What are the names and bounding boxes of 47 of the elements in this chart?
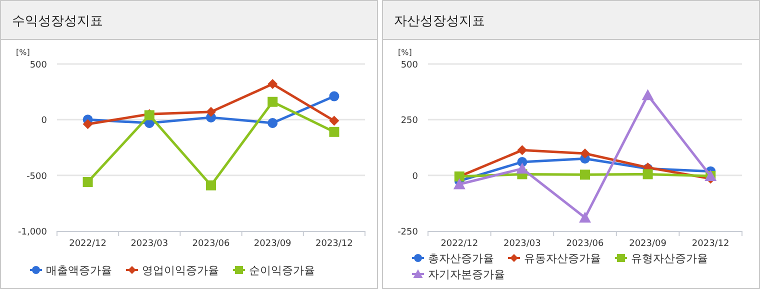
- chart-title: 자산성장성지표: [394, 14, 485, 29]
- point: [268, 79, 278, 90]
- y-tick-label: 500: [400, 60, 418, 70]
- point: [206, 180, 216, 190]
- x-tick-label: 2023/09: [254, 239, 292, 249]
- x-tick-label: 2023/03: [130, 239, 168, 249]
- point: [580, 148, 590, 159]
- legend-label: 총자산증가율: [428, 252, 494, 265]
- y-tick-label: -250: [398, 228, 418, 238]
- point: [642, 89, 654, 100]
- x-tick-label: 2023/12: [316, 239, 353, 249]
- legend-label: 매출액증가율: [46, 264, 112, 277]
- point: [517, 145, 528, 156]
- legend-label: 순이익증가율: [249, 264, 315, 277]
- point: [580, 170, 590, 180]
- point: [329, 116, 340, 126]
- x-tick-label: 2022/12: [440, 239, 478, 249]
- point: [453, 178, 466, 190]
- point: [268, 96, 278, 107]
- chart-title: 수익성장성지표: [12, 14, 103, 29]
- x-tick-label: 2023/06: [566, 239, 604, 249]
- x-tick-label: 2023/09: [629, 239, 667, 249]
- y-tick-label: 500: [30, 60, 48, 70]
- legend-label: 영업이익증가율: [142, 264, 219, 277]
- x-tick-label: 2022/12: [69, 239, 106, 249]
- y-tick-label: 250: [400, 116, 418, 126]
- y-tick-label: -1,000: [18, 228, 48, 238]
- point: [82, 119, 93, 130]
- point: [516, 162, 528, 174]
- y-axis-title: [%]: [398, 48, 412, 57]
- legend-label: 유동자산증가율: [524, 252, 601, 265]
- point: [329, 91, 340, 102]
- y-axis-title: [%]: [16, 48, 30, 57]
- y-tick-label: 0: [41, 116, 48, 126]
- y-tick-label: -500: [26, 172, 48, 182]
- y-tick-label: 0: [412, 172, 418, 182]
- legend-label: 유형자산증가율: [631, 252, 708, 265]
- point: [206, 106, 216, 117]
- x-tick-label: 2023/03: [504, 239, 541, 249]
- point: [268, 118, 278, 128]
- x-tick-label: 2023/12: [692, 239, 730, 249]
- point: [642, 169, 653, 180]
- x-tick-label: 2023/06: [192, 239, 230, 249]
- point: [579, 212, 591, 223]
- point: [329, 126, 340, 137]
- point: [82, 177, 93, 188]
- legend-label: 자기자본증가율: [428, 268, 505, 281]
